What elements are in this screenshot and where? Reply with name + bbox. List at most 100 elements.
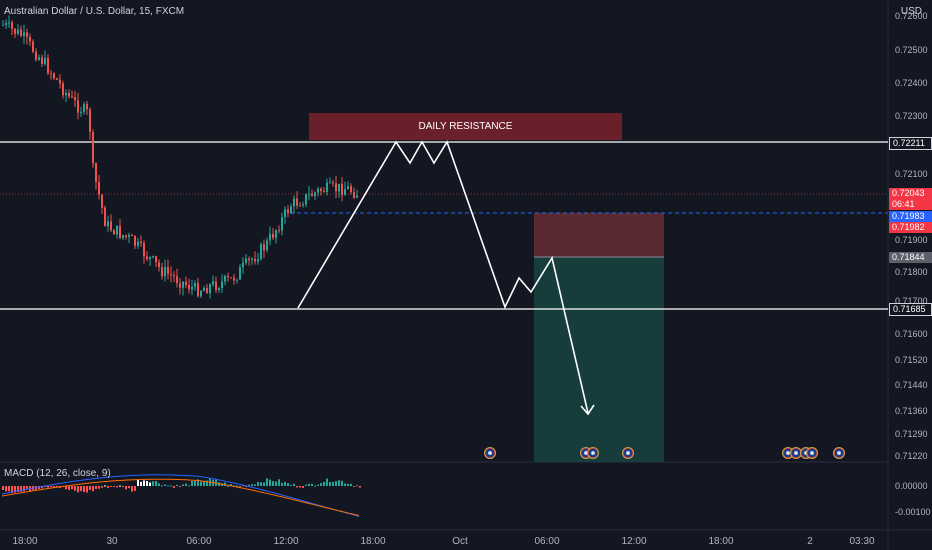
macd-histogram-bar (251, 484, 253, 486)
macd-histogram-bar (248, 484, 250, 486)
candle-body (104, 207, 106, 227)
candle-body (242, 262, 244, 268)
macd-histogram-bar (179, 486, 181, 487)
bar-countdown: 06:41 (889, 199, 932, 210)
macd-histogram-bar (119, 485, 121, 487)
candle-body (329, 182, 331, 184)
candle-body (215, 281, 217, 290)
candle-body (305, 193, 307, 205)
macd-histogram-bar (128, 486, 130, 489)
macd-histogram-bar (353, 486, 355, 487)
macd-histogram-bar (5, 486, 7, 492)
macd-histogram-bar (206, 480, 208, 486)
candle-body (11, 22, 13, 29)
economic-event-flag-icon[interactable] (833, 447, 845, 459)
macd-histogram-bar (95, 486, 97, 489)
candle-body (311, 193, 313, 197)
economic-event-flag-icon[interactable] (806, 447, 818, 459)
candle-body (53, 73, 55, 79)
macd-histogram-bar (41, 486, 43, 489)
candle-body (110, 221, 112, 231)
price-tick: 0.72300 (895, 111, 928, 121)
macd-histogram-bar (203, 480, 205, 486)
candle-body (47, 57, 49, 74)
candle-body (56, 78, 58, 80)
macd-histogram-bar (92, 486, 94, 492)
economic-event-flag-icon[interactable] (484, 447, 496, 459)
macd-histogram-bar (347, 483, 349, 486)
bid-price-badge[interactable]: 0.71983 (889, 211, 932, 222)
projection-path[interactable] (297, 140, 589, 414)
candle-body (356, 195, 358, 198)
candle-body (308, 193, 310, 195)
macd-histogram-bar (173, 486, 175, 488)
ask-price-badge[interactable]: 0.71982 (889, 222, 932, 233)
candle-body (188, 285, 190, 290)
candle-body (182, 281, 184, 288)
candle-body (29, 36, 31, 42)
macd-histogram-bar (38, 486, 40, 490)
price-tick: 0.71440 (895, 380, 928, 390)
candle-body (5, 23, 7, 25)
candle-body (128, 235, 130, 237)
resistance-price-badge[interactable]: 0.72211 (889, 137, 932, 150)
chart-title[interactable]: Australian Dollar / U.S. Dollar, 15, FXC… (4, 6, 185, 17)
macd-histogram-bar (23, 486, 25, 492)
macd-histogram-bar (65, 486, 67, 490)
take-profit-zone[interactable] (534, 257, 664, 462)
macd-histogram-bar (302, 486, 304, 488)
economic-event-flag-icon[interactable] (622, 447, 634, 459)
candle-body (314, 192, 316, 197)
candle-body (302, 204, 304, 206)
macd-histogram-bar (164, 484, 166, 486)
last-price-badge[interactable]: 0.72043 (889, 188, 932, 199)
candle-body (224, 275, 226, 282)
candle-body (341, 183, 343, 196)
candle-body (80, 111, 82, 113)
candle-body (122, 235, 124, 239)
candle-body (239, 267, 241, 280)
candle-body (38, 57, 40, 60)
time-label: 18:00 (360, 536, 386, 547)
time-label: 12:00 (273, 536, 299, 547)
macd-histogram-bar (131, 486, 133, 492)
candle-body (281, 217, 283, 231)
macd-legend[interactable]: MACD (12, 26, close, 9) (4, 468, 111, 479)
macd-histogram-bar (191, 480, 193, 486)
macd-histogram-bar (263, 482, 265, 486)
candle-body (44, 57, 46, 65)
macd-histogram-bar (2, 486, 4, 491)
candle-body (233, 277, 235, 281)
candle-body (23, 32, 25, 36)
macd-histogram-bar (296, 486, 298, 488)
macd-histogram-bar (233, 485, 235, 487)
daily-resistance-box[interactable]: DAILY RESISTANCE (309, 113, 622, 140)
support-price-badge[interactable]: 0.71685 (889, 303, 932, 316)
candle-body (35, 51, 37, 60)
macd-histogram-bar (260, 482, 262, 486)
candle-body (251, 258, 253, 260)
candle-body (146, 256, 148, 260)
candle-body (62, 83, 64, 96)
macd-histogram-bar (194, 480, 196, 486)
macd-histogram-bar (236, 485, 238, 487)
candle-body (83, 104, 85, 112)
economic-event-flag-icon[interactable] (587, 447, 599, 459)
time-label: Oct (452, 536, 468, 547)
candle-body (95, 163, 97, 182)
candle-body (125, 235, 127, 237)
candle-body (20, 29, 22, 36)
price-tick: 0.72600 (895, 11, 928, 21)
currency-label[interactable]: USD (900, 6, 922, 17)
macd-histogram-bar (20, 486, 22, 492)
macd-line (1, 474, 360, 517)
target-price-badge[interactable]: 0.71844 (889, 252, 932, 263)
macd-histogram-bar (170, 485, 172, 487)
macd-histogram-bar (53, 486, 55, 488)
macd-histogram-bar (242, 485, 244, 487)
candle-body (257, 259, 259, 262)
candle-body (158, 262, 160, 268)
macd-histogram-bar (224, 482, 226, 486)
stop-loss-zone[interactable] (534, 213, 664, 257)
